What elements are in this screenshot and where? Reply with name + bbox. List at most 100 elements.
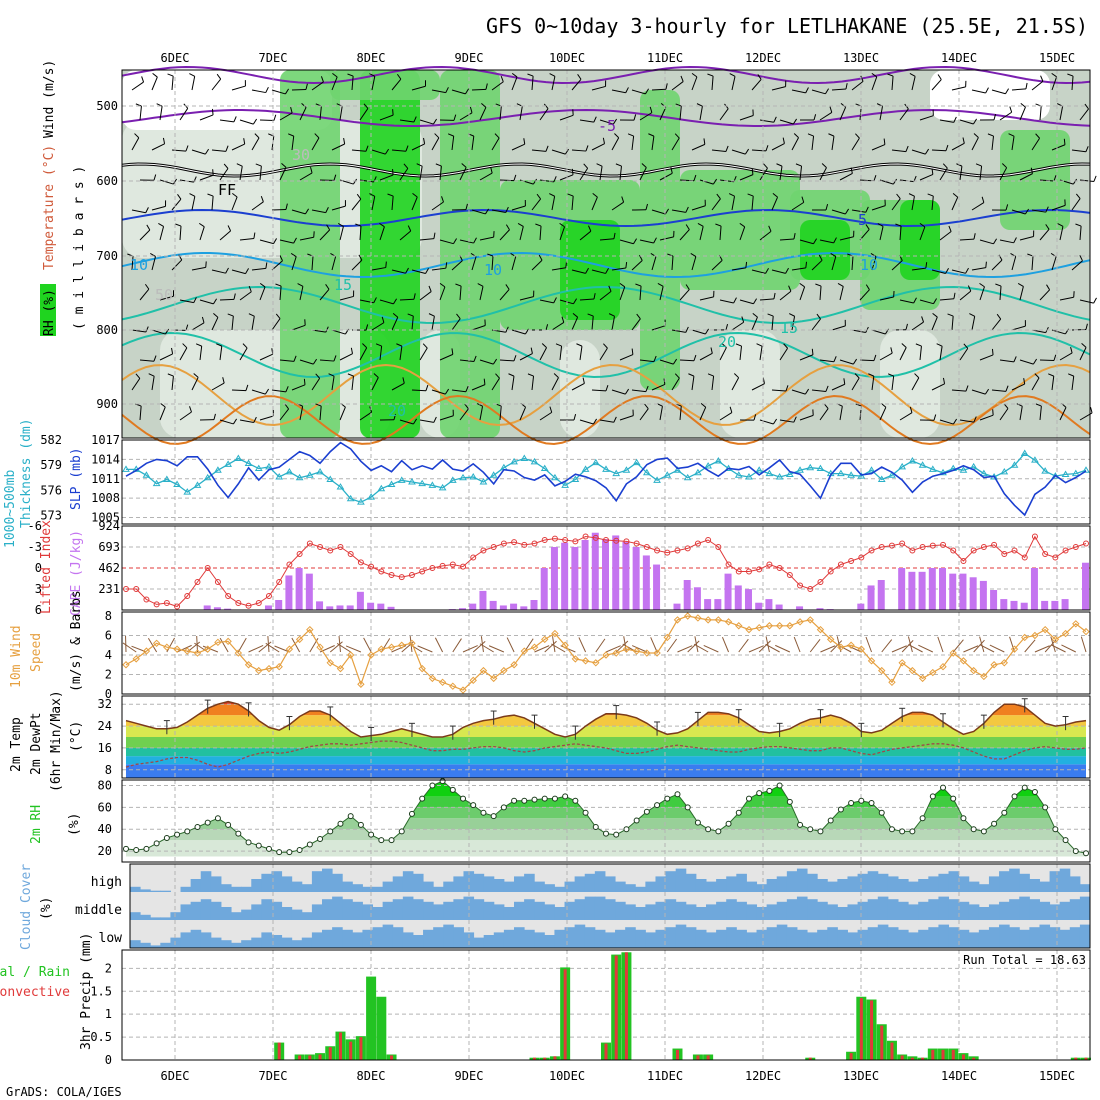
cape-bar <box>387 606 395 610</box>
cape-bar <box>581 540 589 610</box>
thickness-axis-label: Thickness (dm) <box>19 418 34 528</box>
rh2m-marker <box>776 782 783 789</box>
wind-barb-flag <box>967 285 972 292</box>
freezing-level-line <box>121 163 1091 177</box>
wind-barb <box>911 149 926 155</box>
cloud-cell <box>827 927 838 948</box>
wind-barb-flag <box>653 355 657 362</box>
wind10m-marker <box>663 633 671 642</box>
wind-barb <box>879 226 884 241</box>
cape-bar <box>540 568 548 610</box>
wind-barb <box>251 201 264 211</box>
wind-barb-flag <box>921 316 925 323</box>
wind-barb-flag <box>545 324 549 331</box>
wind-barb-flag <box>1005 204 1009 211</box>
wind-barb-flag <box>837 283 844 287</box>
wind-barb-flag <box>1093 297 1097 304</box>
wind-barb <box>279 239 294 244</box>
wind-barb <box>699 106 703 121</box>
wind-barb-flag <box>384 148 390 155</box>
wind10m-barb <box>363 637 372 653</box>
wind-barb <box>219 230 231 241</box>
cloud-cell <box>675 924 687 948</box>
wind-barb-flag <box>833 356 837 362</box>
wind-barb-flag <box>254 133 260 139</box>
lifted-index-marker <box>347 551 354 557</box>
wind-barb-flag <box>833 237 837 244</box>
cloud-cell <box>402 896 414 920</box>
wind-barb-flag <box>715 223 722 227</box>
wind-barb <box>351 76 354 91</box>
wind-barb <box>151 143 165 151</box>
slp-tick-label: 1008 <box>91 491 120 505</box>
wind-barb-flag <box>830 252 837 257</box>
wind-barb <box>651 383 666 391</box>
cloud-cell <box>736 873 747 892</box>
wind-barb <box>579 119 594 123</box>
cloud-cell <box>514 876 525 892</box>
lifted-index-marker <box>245 602 252 609</box>
wind-barb-flag <box>445 262 448 269</box>
cape-bar <box>969 577 977 610</box>
wind-barb-flag <box>490 167 493 174</box>
wind-barb <box>231 269 246 275</box>
wind-barb <box>519 406 527 421</box>
wind-barb <box>339 106 343 121</box>
lifted-index-marker <box>286 561 293 568</box>
thickness-marker <box>367 493 375 500</box>
wind-barb-flag <box>328 373 335 377</box>
wind-barb-flag <box>392 109 394 116</box>
wind-barb <box>439 166 442 181</box>
wind-barb <box>171 149 186 152</box>
wind-barb-flag <box>685 206 689 213</box>
rh2m-marker <box>133 846 140 853</box>
wind-barb-flag <box>785 385 789 392</box>
precip-convective-bar <box>298 1055 302 1060</box>
wind-barb <box>919 226 926 241</box>
cloud-cell <box>584 896 596 920</box>
cloud-cell <box>867 927 879 948</box>
cloud-cell <box>564 881 576 892</box>
lifted-index-marker <box>592 534 599 541</box>
cloud-cell <box>706 881 717 892</box>
wind-barb <box>771 269 786 274</box>
wind-barb-flag <box>314 133 320 139</box>
wind-barb <box>571 383 585 391</box>
thickness-marker <box>847 471 855 478</box>
rh2m-marker <box>184 828 191 835</box>
wind-barb <box>951 86 966 91</box>
wind-barb-flag <box>952 193 959 198</box>
lifted-index-marker <box>184 593 191 599</box>
wind-barb-flag <box>592 418 598 425</box>
wind-barb-flag <box>996 313 1002 320</box>
wind-barb-flag <box>162 137 166 144</box>
wind-barb <box>131 137 140 151</box>
rh-moist-region <box>440 70 500 438</box>
wind-barb-flag <box>693 354 697 361</box>
wind-barb <box>559 226 566 241</box>
date-axis-top: 6DEC 7DEC 8DEC 9DEC 10DEC 11DEC 12DEC 13DEC 14DE… <box>161 51 1076 65</box>
wind-barb <box>571 149 586 152</box>
wind-barb-flag <box>253 232 256 239</box>
wind10m-marker <box>1000 659 1009 667</box>
wind-barb <box>319 406 322 421</box>
isotherm-line <box>121 251 1091 279</box>
wind-barb <box>551 377 559 391</box>
wind10m-barb <box>666 638 678 653</box>
wind10m-barb <box>462 645 478 653</box>
cape-bar <box>326 606 334 610</box>
wind-barb <box>671 209 686 213</box>
wind-barb <box>551 322 565 331</box>
wind-barb <box>631 389 646 393</box>
wind-barb <box>159 353 173 361</box>
lifted-index-marker <box>500 540 507 547</box>
rh2m-marker <box>940 784 947 791</box>
date-tick-label: 6DEC <box>161 51 190 65</box>
precip-convective-bar <box>328 1047 332 1060</box>
wind-barb <box>819 408 829 421</box>
lifted-index-marker <box>1062 547 1069 554</box>
wind-barb <box>319 229 331 241</box>
cape-bar <box>213 607 221 610</box>
wind-barb-flag <box>596 163 603 167</box>
wind-barb-flag <box>772 192 778 198</box>
